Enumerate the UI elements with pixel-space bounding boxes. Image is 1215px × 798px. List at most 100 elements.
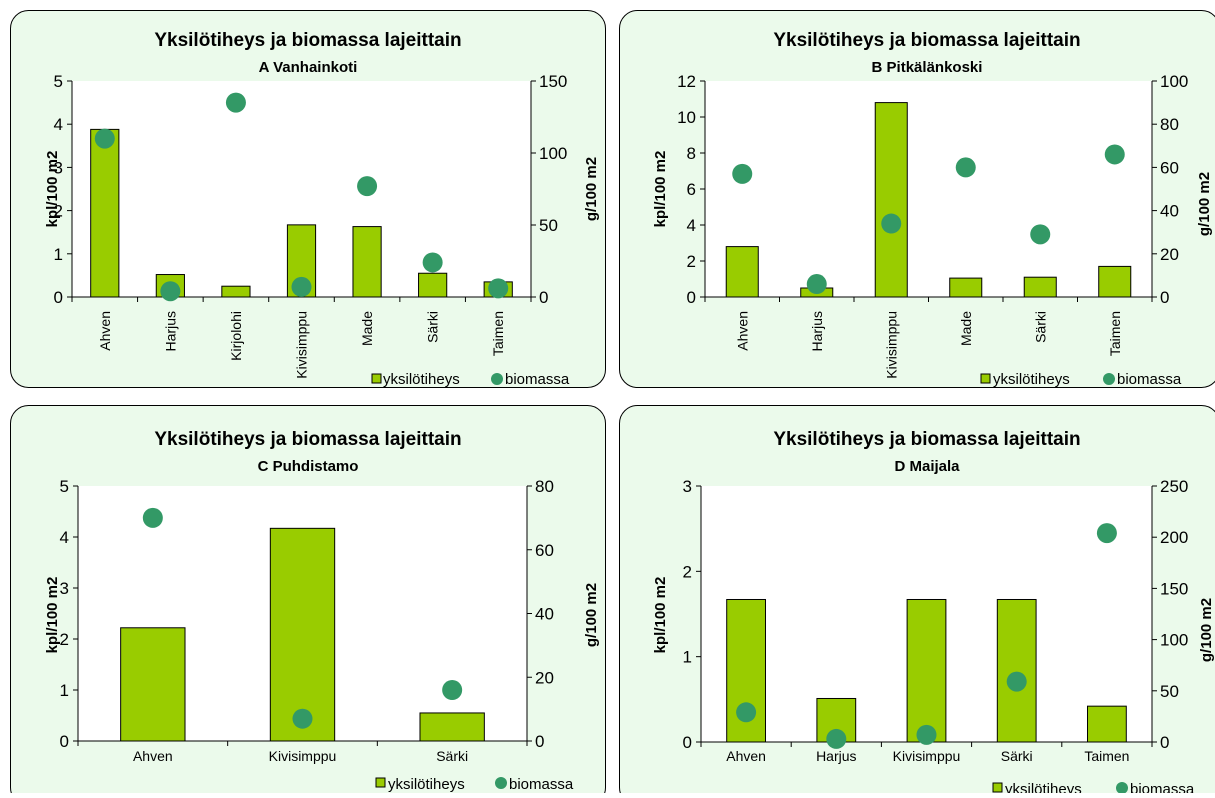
x-tick-label: Taimen (490, 311, 506, 356)
x-tick-label: Kivisimppu (294, 311, 310, 379)
point-harjus (160, 281, 180, 301)
bar-kivisimppu (875, 103, 907, 297)
chart-subtitle: B Pitkälänkoski (872, 59, 983, 76)
y2-axis-label: g/100 m2 (1198, 598, 1215, 662)
y-tick-label: 3 (60, 579, 69, 598)
bar-särki (420, 713, 484, 741)
point-ahven (95, 129, 115, 149)
x-tick-label: Ahven (726, 748, 766, 764)
chart-title: Yksilötiheys ja biomassa lajeittain (154, 429, 461, 450)
bar-ahven (121, 628, 185, 741)
y-tick-label: 2 (54, 202, 63, 221)
chart-panel-d: Yksilötiheys ja biomassa lajeittain D Ma… (619, 405, 1215, 793)
y-tick-label: 4 (687, 216, 696, 235)
legend-bar-label: yksilötiheys (383, 371, 460, 388)
y2-tick-label: 80 (1160, 115, 1179, 134)
y2-tick-label: 40 (1160, 202, 1179, 221)
y2-tick-label: 100 (1160, 631, 1188, 650)
point-taimen (1097, 523, 1117, 543)
y2-tick-label: 200 (1160, 528, 1188, 547)
chart-svg-c: Yksilötiheys ja biomassa lajeittain C Pu… (10, 405, 606, 793)
bar-taimen (1099, 266, 1131, 297)
point-made (956, 157, 976, 177)
y-tick-label: 5 (60, 477, 69, 496)
y-tick-label: 1 (683, 648, 692, 667)
x-tick-label: Made (359, 311, 375, 346)
point-harjus (807, 274, 827, 294)
y2-tick-label: 20 (535, 668, 554, 687)
x-tick-label: Ahven (133, 748, 173, 764)
y2-tick-label: 60 (535, 541, 554, 560)
legend-bar-swatch (993, 783, 1002, 792)
x-tick-label: Harjus (809, 311, 825, 351)
point-ahven (143, 508, 163, 528)
point-kirjolohi (226, 93, 246, 113)
y2-tick-label: 50 (1160, 682, 1179, 701)
bar-kivisimppu (907, 599, 946, 742)
legend-dot-label: biomassa (509, 776, 574, 793)
bar-made (950, 278, 982, 297)
point-ahven (732, 164, 752, 184)
bar-särki (1024, 277, 1056, 297)
bar-särki (419, 273, 447, 297)
bar-ahven (726, 247, 758, 297)
y2-tick-label: 100 (539, 144, 567, 163)
legend-bar-swatch (372, 374, 381, 383)
y-tick-label: 1 (60, 681, 69, 700)
point-kivisimppu (292, 277, 312, 297)
y-tick-label: 10 (677, 108, 696, 127)
y-tick-label: 8 (687, 144, 696, 163)
y-tick-label: 3 (683, 477, 692, 496)
legend-dot-marker (491, 373, 503, 385)
y2-axis-label: g/100 m2 (583, 583, 600, 647)
y2-tick-label: 100 (1160, 72, 1188, 91)
y-tick-label: 0 (683, 733, 692, 752)
y2-axis-label: g/100 m2 (583, 157, 600, 221)
x-tick-label: Kivisimppu (269, 748, 337, 764)
point-särki (442, 680, 462, 700)
legend-bar-label: yksilötiheys (388, 776, 465, 793)
chart-subtitle: D Maijala (894, 458, 960, 475)
y-axis-label: kpl/100 m2 (652, 577, 669, 654)
y2-tick-label: 20 (1160, 245, 1179, 264)
y2-axis-label: g/100 m2 (1196, 172, 1213, 236)
x-tick-label: Särki (425, 311, 441, 343)
legend-dot-marker (495, 777, 507, 789)
chart-svg-b: Yksilötiheys ja biomassa lajeittain B Pi… (619, 10, 1215, 388)
legend-dot-label: biomassa (1117, 371, 1182, 388)
legend-bar-swatch (981, 374, 990, 383)
legend-bar-label: yksilötiheys (1005, 781, 1082, 793)
y2-tick-label: 50 (539, 216, 558, 235)
y-tick-label: 12 (677, 72, 696, 91)
chart-panel-b: Yksilötiheys ja biomassa lajeittain B Pi… (619, 10, 1215, 388)
y-tick-label: 4 (60, 528, 69, 547)
x-tick-label: Särki (1032, 311, 1048, 343)
chart-panel-c: Yksilötiheys ja biomassa lajeittain C Pu… (10, 405, 606, 793)
chart-svg-a: Yksilötiheys ja biomassa lajeittain A Va… (10, 10, 606, 388)
point-harjus (826, 729, 846, 749)
y2-tick-label: 60 (1160, 158, 1179, 177)
y2-tick-label: 40 (535, 605, 554, 624)
y2-tick-label: 0 (535, 732, 544, 751)
x-tick-label: Särki (436, 748, 468, 764)
x-tick-label: Kirjolohi (228, 311, 244, 361)
y2-tick-label: 0 (1160, 288, 1169, 307)
y-tick-label: 1 (54, 245, 63, 264)
bar-ahven (91, 129, 119, 297)
point-särki (423, 252, 443, 272)
point-särki (1007, 672, 1027, 692)
point-taimen (488, 278, 508, 298)
y-tick-label: 2 (683, 562, 692, 581)
y-tick-label: 2 (60, 630, 69, 649)
point-ahven (736, 702, 756, 722)
bar-made (353, 227, 381, 297)
y-tick-label: 3 (54, 158, 63, 177)
x-tick-label: Harjus (162, 311, 178, 351)
legend-dot-label: biomassa (505, 371, 570, 388)
legend-dot-marker (1103, 373, 1115, 385)
y-tick-label: 5 (54, 72, 63, 91)
legend-bar-swatch (376, 778, 385, 787)
y-axis-label: kpl/100 m2 (44, 577, 61, 654)
point-kivisimppu (293, 709, 313, 729)
